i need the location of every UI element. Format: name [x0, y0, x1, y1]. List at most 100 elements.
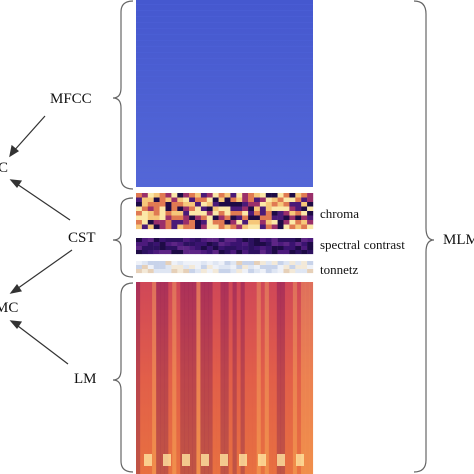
tonnetz-cell — [171, 269, 178, 274]
chroma-cell — [195, 193, 202, 198]
mfcc-row — [136, 124, 313, 125]
mfcc-row — [136, 22, 313, 23]
chroma-cell — [218, 224, 225, 230]
chroma-cell — [283, 202, 290, 207]
spectral-contrast-cell — [159, 242, 166, 247]
spectral-contrast-cell — [224, 242, 231, 247]
chroma-cell — [159, 215, 166, 221]
chroma-cell — [265, 211, 272, 216]
tonnetz-cell — [236, 269, 243, 274]
chroma-cell — [259, 206, 266, 212]
chroma-cell — [171, 197, 178, 203]
spectral-contrast-cell — [242, 250, 249, 255]
spectral-contrast-label: spectral contrast — [320, 237, 405, 252]
chroma-cell — [242, 202, 249, 207]
chroma-cell — [165, 202, 172, 207]
spectral-contrast-cell — [248, 238, 255, 243]
tonnetz-cell — [218, 269, 225, 274]
tonnetz-cell — [212, 265, 219, 270]
chroma-cell — [147, 215, 154, 221]
tonnetz-cell — [171, 265, 178, 270]
chroma-cell — [230, 197, 237, 203]
spectral-contrast-cell — [153, 242, 160, 247]
chroma-cell — [301, 215, 308, 221]
spectral-contrast-cell — [147, 238, 154, 243]
chroma-cell — [189, 202, 196, 207]
chroma-cell — [259, 224, 266, 230]
spectral-contrast-cell — [141, 242, 148, 247]
lm-streak — [240, 282, 245, 474]
chroma-cell — [236, 211, 243, 216]
spectral-contrast-cell — [224, 238, 231, 243]
tonnetz-cell — [183, 261, 190, 266]
spectral-contrast-cell — [289, 242, 296, 247]
spectral-contrast-cell — [136, 242, 143, 247]
lm-streak — [192, 282, 197, 474]
tonnetz-cell — [301, 269, 308, 274]
tonnetz-cell — [147, 261, 154, 266]
tonnetz-cell — [183, 265, 190, 270]
lm-streak — [308, 282, 314, 474]
chroma-cell — [177, 224, 184, 230]
spectral-contrast-cell — [236, 246, 243, 251]
chroma-cell — [307, 197, 314, 203]
spectral-contrast-cell — [206, 242, 213, 247]
spectral-contrast-cell — [218, 250, 225, 255]
arrow-cst-to-mc — [13, 249, 73, 292]
spectral-contrast-cell — [307, 246, 314, 251]
lm-streak — [176, 282, 181, 474]
chroma-cell — [136, 206, 143, 212]
spectral-contrast-cell — [171, 250, 178, 255]
chroma-cell — [271, 197, 278, 203]
spectral-contrast-cell — [165, 250, 172, 255]
chroma-cell — [259, 220, 266, 225]
spectral-contrast-cell — [206, 246, 213, 251]
lm-streak — [160, 282, 165, 474]
tonnetz-cell — [136, 261, 143, 266]
mlm-brace — [413, 0, 435, 473]
chroma-cell — [295, 206, 302, 212]
lm-streak — [212, 282, 217, 474]
tonnetz-cell — [271, 261, 278, 266]
chroma-cell — [206, 206, 213, 212]
mfcc-row — [136, 106, 313, 107]
tonnetz-cell — [259, 265, 266, 270]
tonnetz-cell — [242, 269, 249, 274]
tonnetz-cell — [153, 261, 160, 266]
mfcc-row — [136, 184, 313, 185]
spectral-contrast-cell — [195, 250, 202, 255]
spectral-contrast-cell — [200, 238, 207, 243]
chroma-cell — [271, 211, 278, 216]
chroma-cell — [307, 206, 314, 212]
chroma-cell — [147, 202, 154, 207]
lm-brace — [112, 282, 134, 473]
chroma-cell — [230, 206, 237, 212]
chroma-cell — [254, 220, 261, 225]
tonnetz-cell — [265, 265, 272, 270]
chroma-cell — [165, 224, 172, 230]
chroma-cell — [147, 224, 154, 230]
spectral-contrast-cell — [295, 250, 302, 255]
chroma-cell — [283, 211, 290, 216]
tonnetz-cell — [153, 269, 160, 274]
chroma-cell — [141, 224, 148, 230]
chroma-cell — [218, 211, 225, 216]
spectral-contrast-cell — [189, 238, 196, 243]
spectral-contrast-cell — [212, 250, 219, 255]
arrowhead-mfcc-to-c — [9, 144, 20, 158]
spectral-contrast-cell — [265, 238, 272, 243]
chroma-cell — [200, 220, 207, 225]
chroma-cell — [248, 215, 255, 221]
spectral-contrast-cell — [301, 246, 308, 251]
chroma-cell — [177, 220, 184, 225]
chroma-cell — [254, 211, 261, 216]
tonnetz-cell — [289, 265, 296, 270]
chroma-cell — [189, 197, 196, 203]
chroma-cell — [236, 197, 243, 203]
spectral-contrast-cell — [254, 238, 261, 243]
tonnetz-cell — [265, 269, 272, 274]
chroma-cell — [206, 202, 213, 207]
arrow-lm-to-mc — [13, 322, 69, 365]
chroma-cell — [165, 211, 172, 216]
